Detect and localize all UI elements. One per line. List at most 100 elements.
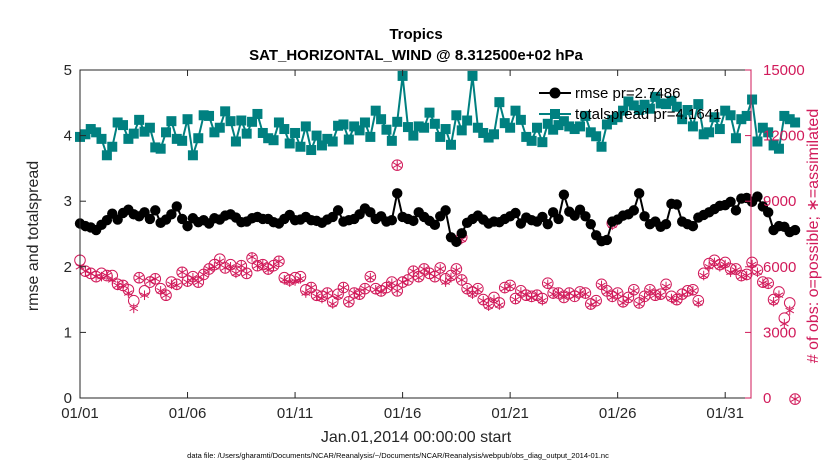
totalspread-marker [91, 127, 102, 138]
obs-assimilated-marker [489, 294, 499, 305]
asterisk-stroke [494, 302, 504, 308]
obs-assimilated-marker [317, 293, 327, 304]
totalspread-marker [123, 133, 134, 144]
totalspread-marker [693, 99, 704, 110]
totalspread-marker [424, 107, 435, 118]
rmse-marker [660, 218, 672, 230]
totalspread-marker [445, 139, 456, 150]
asterisk-stroke [193, 279, 203, 285]
asterisk-stroke [419, 266, 429, 272]
obs-assimilated-marker [742, 270, 752, 281]
asterisk-stroke [215, 258, 225, 265]
asterisk-stroke [408, 268, 418, 275]
asterisk-stroke [521, 292, 531, 299]
obs-assimilated-marker [446, 272, 456, 283]
obs-assimilated-marker [199, 269, 209, 280]
totalspread-marker [118, 120, 129, 131]
obs-assimilated-marker [123, 288, 133, 298]
asterisk-stroke [392, 162, 402, 168]
asterisk-stroke [306, 284, 316, 291]
asterisk-stroke [263, 267, 273, 273]
asterisk-stroke [365, 274, 375, 281]
asterisk-stroke [145, 278, 155, 284]
totalspread-marker [128, 128, 139, 139]
asterisk-stroke [97, 273, 106, 280]
obs-assimilated-marker [322, 288, 332, 298]
asterisk-stroke [328, 301, 338, 307]
obs-possible-marker [240, 267, 253, 280]
obs-assimilated-marker [618, 298, 628, 308]
obs-assimilated-marker [457, 275, 467, 285]
obs-assimilated-marker [672, 295, 682, 306]
asterisk-stroke [183, 279, 192, 285]
totalspread-marker [252, 108, 263, 119]
obs-assimilated-marker [161, 290, 171, 301]
asterisk-stroke [398, 279, 408, 285]
rmse-marker [386, 215, 398, 226]
rmse-marker [166, 209, 177, 220]
rmse-marker [580, 211, 591, 222]
totalspread-marker [166, 116, 177, 127]
asterisk-stroke [779, 320, 789, 327]
totalspread-marker [155, 143, 166, 154]
rmse-marker [789, 224, 801, 236]
asterisk-stroke [102, 272, 112, 279]
rmse-marker [144, 213, 156, 225]
obs-assimilated-marker [398, 277, 408, 287]
totalspread-marker [488, 129, 499, 140]
asterisk-stroke [575, 290, 585, 296]
rmse-marker [558, 189, 570, 200]
obs-assimilated-marker [177, 267, 187, 278]
rmse-marker [440, 205, 451, 216]
obs-assimilated-marker [360, 283, 370, 294]
obs-assimilated-marker [500, 283, 510, 294]
asterisk-stroke [624, 295, 633, 302]
totalspread-marker [612, 112, 623, 123]
obs-assimilated-marker [640, 292, 649, 303]
obs-assimilated-marker [430, 271, 440, 282]
totalspread-marker [591, 131, 602, 142]
rmse-marker [585, 218, 596, 230]
obs-assimilated-marker [511, 294, 520, 305]
totalspread-marker [241, 128, 252, 139]
asterisk-stroke [462, 286, 472, 293]
y-tick-label-right: 15000 [763, 62, 805, 79]
obs-assimilated-marker [301, 288, 311, 298]
totalspread-marker [182, 114, 193, 125]
rmse-marker [752, 191, 763, 202]
asterisk-stroke [774, 292, 784, 299]
obs-assimilated-marker [774, 290, 784, 301]
obs-assimilated-marker [731, 265, 741, 275]
obs-assimilated-marker [790, 394, 800, 404]
obs-assimilated-marker [624, 293, 633, 304]
asterisk-stroke [785, 307, 795, 314]
obs-assimilated-marker [236, 260, 246, 271]
obs-assimilated-marker [145, 276, 155, 286]
y-tick-label-right: 6000 [763, 259, 796, 276]
obs-possible-marker [176, 266, 188, 279]
rmse-marker [510, 207, 521, 219]
totalspread-marker [515, 114, 526, 125]
obs-assimilated-marker [312, 291, 321, 302]
asterisk-stroke [543, 281, 553, 288]
obs-assimilated-marker [392, 160, 402, 170]
totalspread-marker [747, 94, 758, 105]
obs-assimilated-marker [591, 296, 601, 307]
totalspread-marker [161, 127, 172, 138]
totalspread-marker [316, 140, 327, 151]
y-tick-label-right: 3000 [763, 324, 796, 341]
totalspread-marker [134, 114, 145, 125]
totalspread-marker [214, 122, 225, 133]
totalspread-marker [537, 137, 548, 148]
totalspread-marker [532, 122, 543, 133]
totalspread-marker [338, 119, 349, 130]
totalspread-marker [704, 127, 715, 138]
asterisk-stroke [591, 298, 601, 305]
obs-assimilated-marker [339, 282, 348, 293]
asterisk-stroke [451, 267, 461, 273]
totalspread-marker [376, 114, 387, 125]
obs-assimilated-marker [290, 276, 300, 286]
totalspread-marker [725, 110, 736, 121]
obs-assimilated-marker [785, 305, 795, 316]
asterisk-stroke [231, 270, 241, 277]
